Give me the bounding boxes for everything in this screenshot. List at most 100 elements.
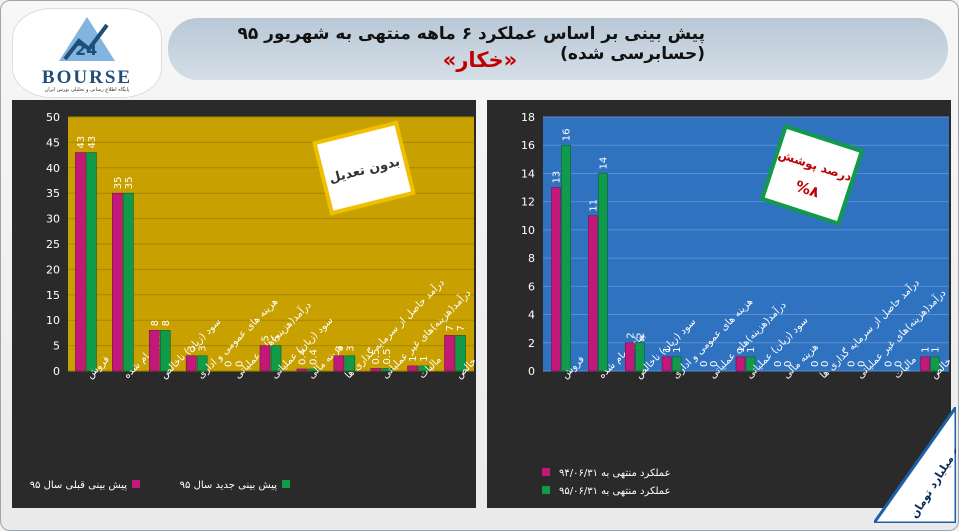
- y-tick-label: 16: [521, 139, 535, 152]
- header-band: [168, 18, 948, 80]
- bar-series-b: [381, 368, 393, 372]
- bar-series-b: [634, 342, 645, 372]
- legend-label: پیش بینی قبلی سال ۹۵: [30, 480, 128, 491]
- legend-swatch: [542, 486, 550, 494]
- data-label: 1: [419, 356, 430, 362]
- bar-series-a: [185, 355, 197, 372]
- bar-series-a: [333, 355, 345, 372]
- data-label: 3: [198, 345, 209, 351]
- data-label: 0: [783, 361, 794, 367]
- y-tick-label: 45: [46, 136, 60, 149]
- bar-series-a: [296, 368, 308, 372]
- data-label: 14: [598, 157, 609, 170]
- y-tick-label: 20: [46, 263, 60, 276]
- data-label: 1: [672, 347, 683, 353]
- bar-series-a: [148, 330, 160, 372]
- data-label: 3: [345, 345, 356, 351]
- y-tick-label: 5: [53, 340, 60, 353]
- y-tick-label: 10: [521, 224, 535, 237]
- y-tick-label: 14: [521, 167, 535, 180]
- y-tick-label: 0: [53, 365, 60, 378]
- y-tick-label: 15: [46, 289, 60, 302]
- bar-series-a: [112, 192, 123, 372]
- data-label: 1: [921, 347, 932, 353]
- data-label: 2: [635, 332, 646, 338]
- y-tick-label: 0: [528, 365, 535, 378]
- bar-series-b: [455, 335, 466, 372]
- data-label: 5: [261, 335, 272, 341]
- chart-panel-performance: 0 2 4 6 8 10 12 14 16 18 13 16 فروش 11 14 بهای تمام شده…: [487, 100, 959, 508]
- page-subtitle: «خکار»: [442, 48, 518, 72]
- data-label: 0: [699, 361, 710, 367]
- data-label: 0: [857, 361, 868, 367]
- plot-area: [543, 117, 949, 371]
- y-tick-label: 2: [528, 337, 535, 350]
- bar-series-a: [370, 368, 382, 372]
- bar-series-a: [259, 345, 271, 372]
- bar-series-a: [444, 335, 455, 372]
- bar-series-a: [588, 215, 598, 372]
- data-label: 3: [187, 345, 198, 351]
- y-tick-label: 10: [46, 314, 60, 327]
- y-tick-label: 40: [46, 162, 60, 175]
- data-label: 0: [884, 361, 895, 367]
- y-tick-label: 30: [46, 213, 60, 226]
- data-label: 16: [561, 128, 572, 141]
- data-label: 0: [235, 361, 246, 367]
- data-label: 1: [736, 347, 747, 353]
- data-label: 0: [773, 361, 784, 367]
- bar-series-a: [624, 342, 635, 372]
- data-label: 35: [124, 176, 135, 189]
- bar-series-b: [598, 173, 608, 372]
- logo-mark-icon: 24: [59, 17, 115, 61]
- data-label: 43: [87, 136, 98, 149]
- bar-series-b: [344, 355, 356, 372]
- bar-series-b: [270, 345, 282, 372]
- data-label: 0: [847, 361, 858, 367]
- legend-label: عملکرد منتهی به ۹۴/۰۶/۳۱: [559, 468, 671, 479]
- bar-series-b: [196, 355, 208, 372]
- bar-series-b: [159, 330, 171, 372]
- data-label: 5: [272, 335, 283, 341]
- legend: پیش بینی جدید سال ۹۵ پیش بینی قبلی سال ۹۵: [30, 480, 290, 491]
- legend-swatch: [542, 468, 550, 476]
- data-label: 0: [894, 361, 905, 367]
- data-label: 0.4: [308, 349, 319, 365]
- logo-tagline: پایگاه اطلاع رسانی و تحلیلی بورس ایران: [44, 87, 130, 93]
- y-tick-label: 4: [528, 309, 535, 322]
- legend: عملکرد منتهی به ۹۴/۰۶/۳۱ عملکرد منتهی به …: [542, 468, 671, 497]
- bar-series-a: [920, 356, 930, 372]
- data-label: 1: [931, 347, 942, 353]
- legend-label: عملکرد منتهی به ۹۵/۰۶/۳۱: [559, 486, 671, 497]
- data-label: 11: [588, 199, 599, 212]
- bar-series-b: [671, 356, 682, 372]
- y-tick-label: 8: [528, 252, 535, 265]
- data-label: 13: [551, 171, 562, 184]
- bar-series-a: [661, 356, 672, 372]
- bar-series-b: [123, 192, 134, 372]
- y-tick-label: 6: [528, 280, 535, 293]
- data-label: 8: [150, 320, 161, 326]
- data-label: 35: [113, 176, 124, 189]
- data-label: 0: [810, 361, 821, 367]
- y-tick-label: 18: [521, 111, 535, 124]
- data-label: 1: [662, 347, 673, 353]
- badge-coverage: درصد پوشش%۸: [759, 123, 865, 227]
- data-label: 7: [445, 325, 456, 331]
- data-label: 3: [334, 345, 345, 351]
- y-tick-label: 25: [46, 238, 60, 251]
- legend-swatch: [282, 480, 290, 488]
- badge-no-adjustment: بدون تعدیل: [312, 120, 416, 216]
- data-label: 0: [820, 361, 831, 367]
- data-label: 7: [456, 325, 467, 331]
- bar-series-b: [418, 365, 429, 372]
- data-label: 1: [746, 347, 757, 353]
- y-tick-label: 12: [521, 196, 535, 209]
- data-label: 8: [161, 320, 172, 326]
- data-label: 0: [224, 361, 235, 367]
- bar-series-b: [307, 368, 319, 372]
- data-label: 0.5: [382, 349, 393, 365]
- bar-series-a: [735, 356, 746, 372]
